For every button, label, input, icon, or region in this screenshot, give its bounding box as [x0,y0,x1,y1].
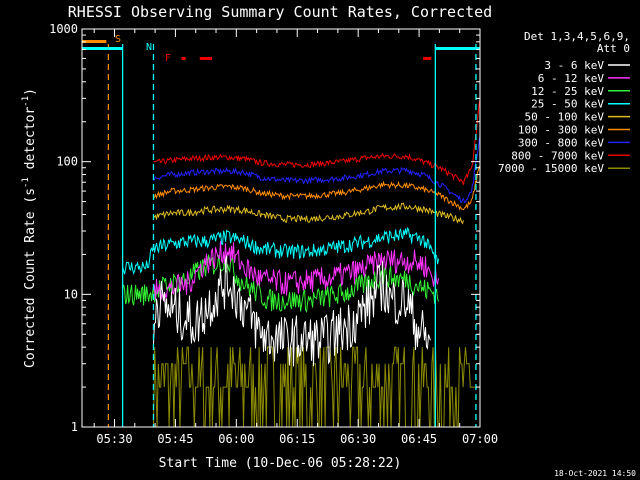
legend-entry-label: 300 - 800 keV [518,136,604,149]
flag-bar-flare [423,57,432,60]
series-line [153,346,476,428]
y-axis-label: Corrected Count Rate (s-1 detector-1) [21,88,38,368]
legend-entry-label: 3 - 6 keV [544,59,604,72]
x-tick-label: 06:30 [340,432,376,446]
series-layer [122,100,480,428]
legend-header: Det 1,3,4,5,6,9, [524,30,630,43]
flag-bar-flare [199,57,212,60]
plot-frame [81,28,481,428]
series-line [153,137,480,204]
y-tick-label: 1000 [49,22,78,36]
x-tick-label: 05:45 [157,432,193,446]
flag-bar-night [435,47,480,50]
x-axis-label: Start Time (10-Dec-06 05:28:22) [159,456,402,471]
series-line [153,240,439,303]
flags-layer: S N F [82,34,480,427]
series-line [153,165,480,211]
ticks-layer: 05:30 05:45 06:00 06:15 06:30 06:45 07:00 1 10 10… [49,22,498,446]
flag-bar-flare [181,57,186,60]
series-line [153,202,464,225]
chart-title: RHESSI Observing Summary Count Rates, Co… [68,3,492,21]
x-tick-label: 06:45 [401,432,437,446]
flag-bar-night [82,47,123,50]
y-tick-label: 10 [64,287,78,301]
axes-layer [81,28,481,428]
y-axis-label-mid: detector [23,107,38,178]
flag-bar-saa [82,40,107,43]
legend-entry-label: 100 - 300 keV [518,124,604,137]
legend-entry-label: 25 - 50 keV [531,98,604,111]
legend-entry-label: 50 - 100 keV [525,111,605,124]
series-line [122,254,440,313]
series-line [153,100,480,185]
flag-label-flare: F [165,53,171,64]
legend-entry-label: 6 - 12 keV [538,72,605,85]
y-tick-label: 100 [56,155,78,169]
y-axis-label-sup2: -1 [21,96,31,107]
y-axis-label-main: Corrected Count Rate (s [23,188,38,368]
y-tick-label: 1 [71,420,78,434]
x-tick-label: 07:00 [462,432,498,446]
flag-label-night: N [146,42,152,53]
y-axis-label-end: ) [23,88,38,96]
legend-attenuator: Att 0 [597,42,630,55]
legend-entry-label: 12 - 25 keV [531,85,604,98]
legend-entry-label: 800 - 7000 keV [511,149,604,162]
legend-entry-label: 7000 - 15000 keV [498,162,604,175]
x-tick-label: 06:15 [279,432,315,446]
flag-label-saa: S [115,34,121,45]
series-line [153,255,431,367]
footer-timestamp: 18-Oct-2021 14:50 [554,469,636,478]
series-line [122,226,440,275]
y-axis-label-sup1: -1 [21,177,31,188]
x-tick-label: 05:30 [96,432,132,446]
x-tick-label: 06:00 [218,432,254,446]
